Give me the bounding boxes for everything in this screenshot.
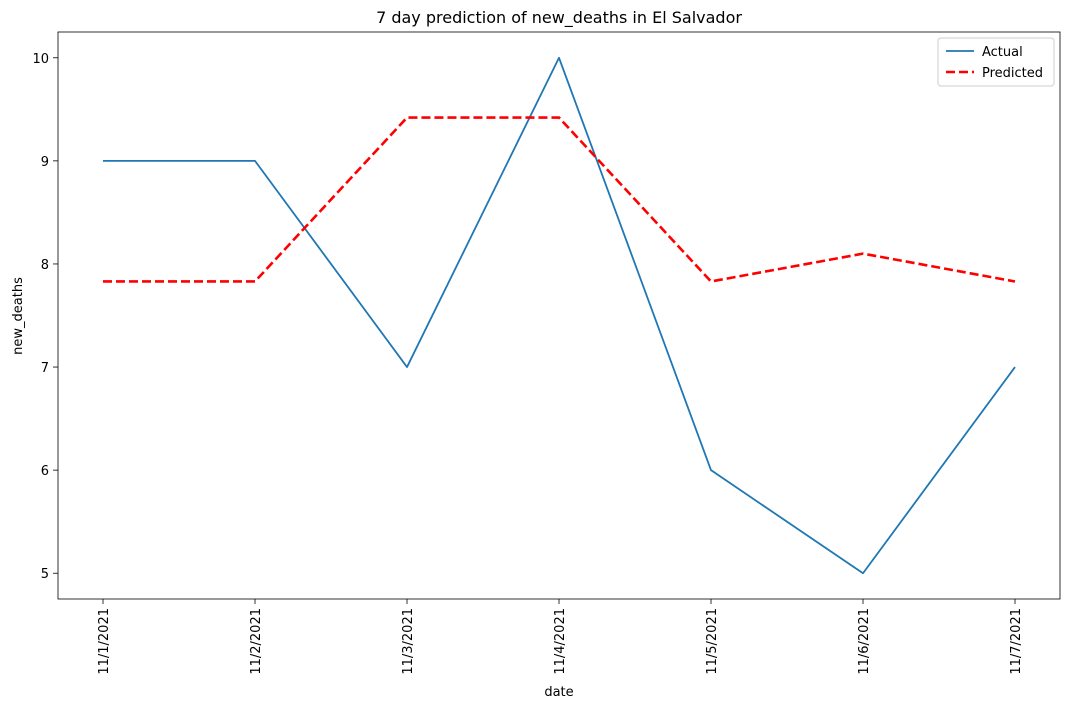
y-tick-label: 8 — [41, 258, 49, 273]
legend-label-actual: Actual — [982, 45, 1023, 60]
legend-box — [937, 37, 1055, 87]
y-tick-label: 9 — [41, 155, 49, 170]
x-axis-label: date — [544, 685, 573, 700]
y-axis-ticks: 5 6 7 8 9 10 — [32, 52, 58, 582]
x-tick-label: 11/4/2021 — [553, 608, 568, 675]
x-tick-label: 11/3/2021 — [401, 608, 416, 675]
x-tick-label: 11/1/2021 — [97, 608, 112, 675]
chart-title: 7 day prediction of new_deaths in El Sal… — [376, 8, 742, 28]
legend: Actual Predicted — [937, 37, 1055, 87]
x-tick-label: 11/6/2021 — [857, 608, 872, 675]
legend-label-predicted: Predicted — [982, 66, 1043, 81]
x-tick-label: 11/2/2021 — [249, 608, 264, 675]
y-tick-label: 5 — [41, 567, 49, 582]
x-tick-label: 11/5/2021 — [705, 608, 720, 675]
x-axis-ticks: 11/1/2021 11/2/2021 11/3/2021 11/4/2021 11/5… — [97, 599, 1024, 675]
y-tick-label: 10 — [32, 52, 49, 67]
x-tick-label: 11/7/2021 — [1009, 608, 1024, 675]
series-layer — [102, 56, 1016, 575]
y-axis-label: new_deaths — [11, 277, 26, 355]
y-tick-label: 7 — [41, 361, 49, 376]
y-tick-label: 6 — [41, 464, 49, 479]
